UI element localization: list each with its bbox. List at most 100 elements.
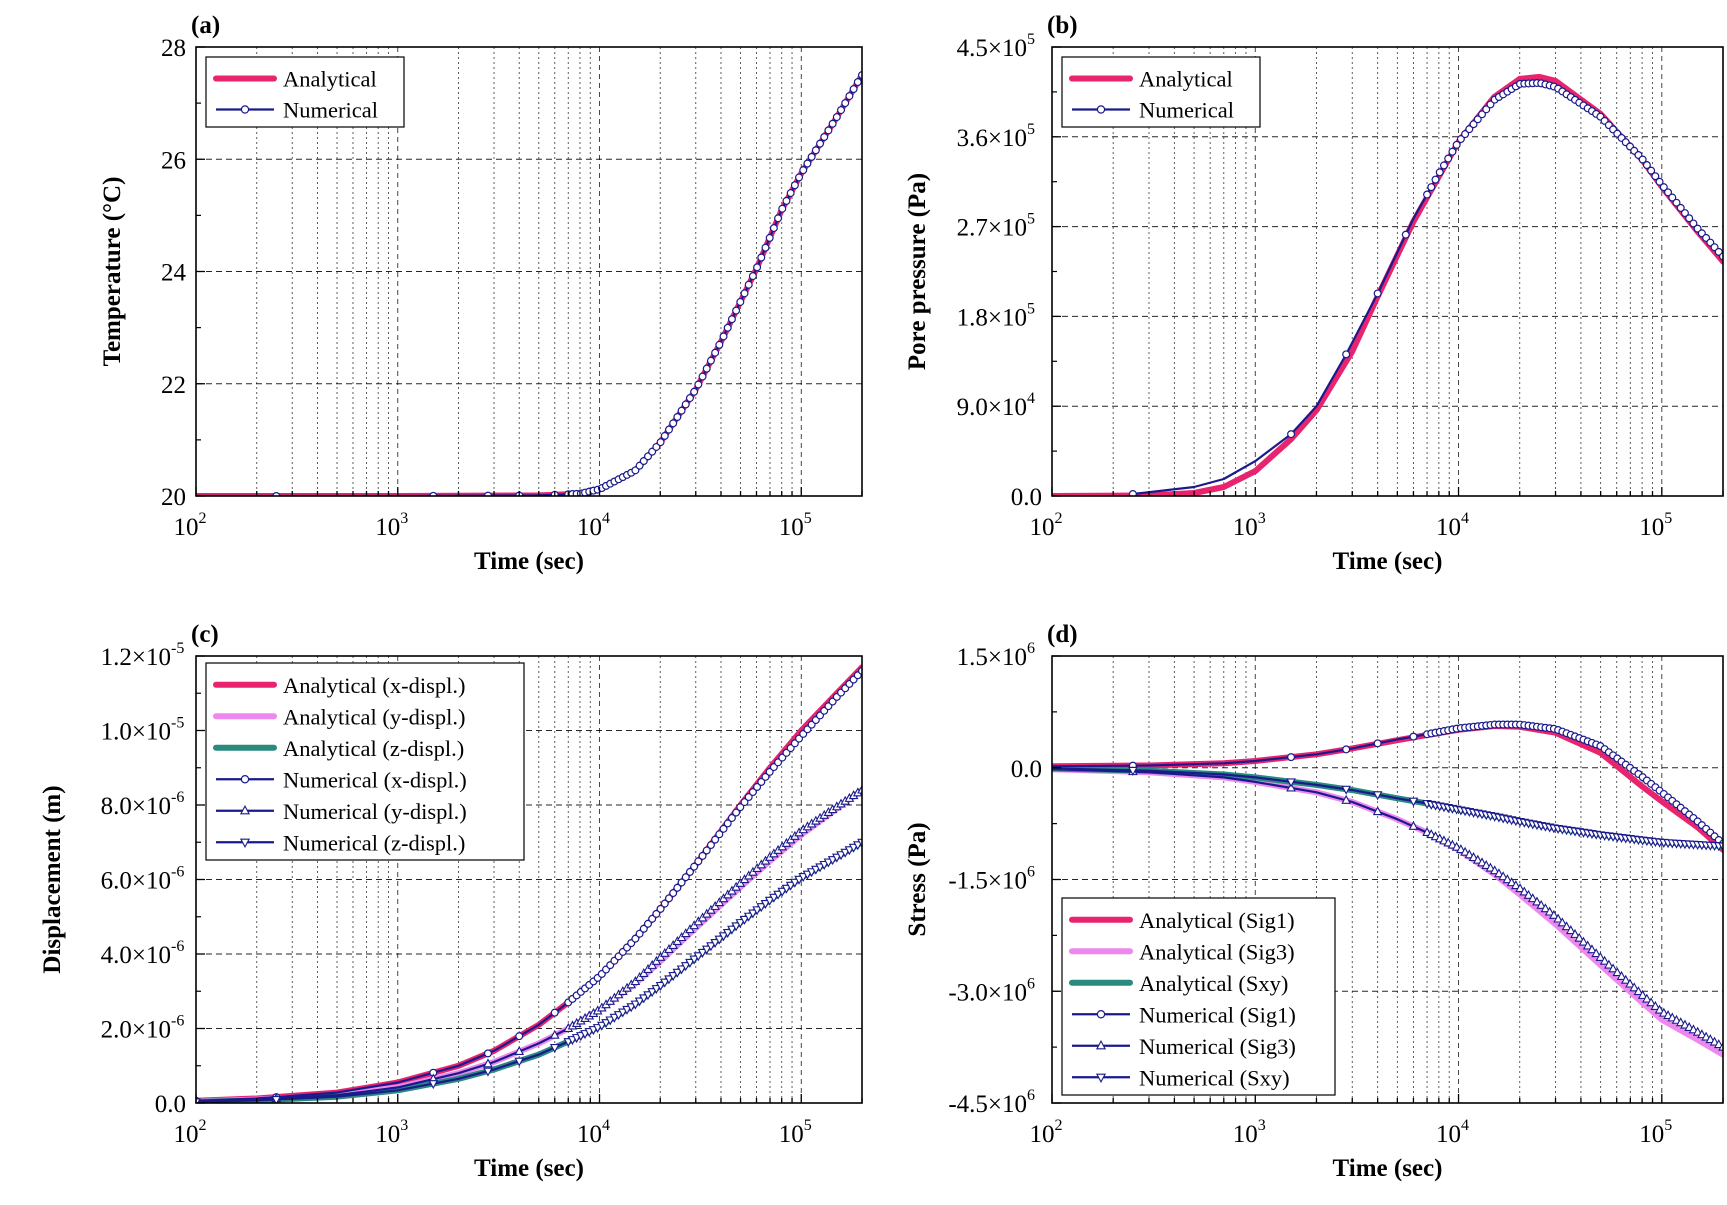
y-tick-label: -3.0×10 <box>948 979 1027 1006</box>
marker-triangle-down <box>428 1080 439 1090</box>
marker-circle <box>832 113 841 122</box>
marker-circle <box>782 196 791 205</box>
marker-triangle-down <box>781 884 792 894</box>
marker-triangle-up <box>1692 1026 1703 1036</box>
x-tick-exponent: 3 <box>400 1117 408 1134</box>
marker-circle <box>1642 161 1651 170</box>
marker-circle <box>1680 209 1689 218</box>
marker-circle <box>1647 166 1656 175</box>
x-axis: 102 103 104 105 Time (sec) <box>174 1094 863 1182</box>
marker-circle <box>1465 125 1474 134</box>
marker-circle <box>669 419 678 428</box>
legend-label: Numerical (x-displ.) <box>283 767 467 792</box>
marker-triangle-down <box>760 899 771 909</box>
marker-triangle-up <box>1472 854 1483 864</box>
marker-triangle-down <box>622 1005 632 1015</box>
marker-circle <box>648 914 657 923</box>
marker-triangle-down <box>601 1019 611 1029</box>
y-tick-exponent: -6 <box>171 864 184 881</box>
marker-circle <box>795 173 804 182</box>
x-tick-label: 104 <box>1436 1117 1469 1148</box>
marker-group <box>272 71 862 496</box>
marker-circle <box>1452 140 1461 149</box>
marker-circle <box>786 189 795 198</box>
marker-triangle-up <box>1637 989 1648 999</box>
y-tick-exponent: 6 <box>1027 975 1035 992</box>
marker-triangle-down <box>549 1044 560 1054</box>
marker-circle <box>702 846 711 855</box>
marker-triangle-up <box>1620 974 1631 984</box>
marker-circle <box>744 793 753 802</box>
marker-circle <box>774 214 783 223</box>
marker-circle <box>1469 120 1478 129</box>
marker-circle <box>757 253 766 262</box>
marker-circle <box>1676 203 1685 212</box>
marker-triangle-down <box>857 838 862 848</box>
marker-triangle-up <box>1095 1039 1107 1050</box>
marker-circle <box>1685 214 1694 223</box>
y-tick-label: 24 <box>161 260 187 287</box>
y-tick-exponent: 6 <box>1027 640 1035 657</box>
x-tick-label: 104 <box>577 1117 610 1148</box>
marker-circle <box>656 904 665 913</box>
marker-circle <box>1287 753 1296 762</box>
marker-circle <box>727 315 736 324</box>
y-axis: 0.02.0×10 -64.0×10 -66.0×10 -68.0×10 -61.0×1… <box>39 640 205 1118</box>
y-tick-exponent: -5 <box>171 715 184 732</box>
marker-circle <box>240 105 250 114</box>
y-tick-label: 1.2×10 <box>101 644 171 671</box>
marker-circle <box>677 406 686 415</box>
marker-circle <box>694 380 703 389</box>
legend-entry: Numerical (y-displ.) <box>216 799 467 824</box>
marker-circle <box>824 126 833 135</box>
marker-triangle-down <box>668 972 678 982</box>
marker-triangle-up <box>1408 820 1419 830</box>
marker-triangle-down <box>764 896 775 906</box>
x-tick-exponent: 2 <box>1055 1117 1063 1134</box>
marker-circle <box>820 132 829 141</box>
legend-label: Numerical (z-displ.) <box>283 830 465 855</box>
marker-circle <box>673 412 682 421</box>
marker-circle <box>757 777 766 786</box>
marker-triangle-down <box>514 1057 525 1067</box>
marker-triangle-up <box>1532 896 1542 906</box>
marker-triangle-up <box>1709 1036 1720 1046</box>
x-tick-exponent: 3 <box>1258 510 1266 527</box>
legend-entry: Numerical <box>216 98 378 123</box>
legend-entry: Analytical (z-displ.) <box>213 736 464 761</box>
marker-triangle-down <box>685 958 695 968</box>
marker-circle <box>816 139 825 148</box>
marker-circle <box>723 323 732 332</box>
y-tick-exponent: -6 <box>171 938 184 955</box>
marker-triangle-up <box>1650 1000 1661 1010</box>
marker-triangle-down <box>1408 797 1419 807</box>
marker-circle <box>807 152 816 161</box>
marker-circle <box>639 924 648 933</box>
series-line <box>196 72 862 496</box>
marker-triangle-down <box>638 994 649 1004</box>
y-axis-title: Displacement (m) <box>39 785 66 973</box>
marker-circle <box>515 1032 524 1041</box>
series-line <box>196 839 862 1103</box>
marker-triangle-up <box>1468 852 1479 862</box>
marker-triangle-down <box>697 948 708 958</box>
marker-circle <box>690 387 699 396</box>
legend-entry: Numerical <box>1072 98 1234 123</box>
x-tick-label: 102 <box>174 1117 207 1148</box>
marker-triangle-down <box>605 1016 616 1026</box>
marker-triangle-down <box>659 978 670 988</box>
marker-triangle-up <box>1633 986 1644 996</box>
marker-circle <box>1456 135 1465 144</box>
y-tick-exponent: -6 <box>171 1013 184 1030</box>
marker-circle <box>1373 289 1382 298</box>
marker-circle <box>740 289 749 298</box>
panel-label: (c) <box>191 621 219 648</box>
y-tick-exponent: 5 <box>1027 211 1035 228</box>
marker-triangle-up <box>1654 1004 1665 1014</box>
marker-circle <box>1096 1010 1106 1019</box>
y-tick-label: -1.5×10 <box>948 868 1027 895</box>
x-tick-label: 103 <box>1233 510 1266 541</box>
marker-triangle-up <box>1451 841 1462 851</box>
marker-triangle-up <box>1616 970 1627 980</box>
